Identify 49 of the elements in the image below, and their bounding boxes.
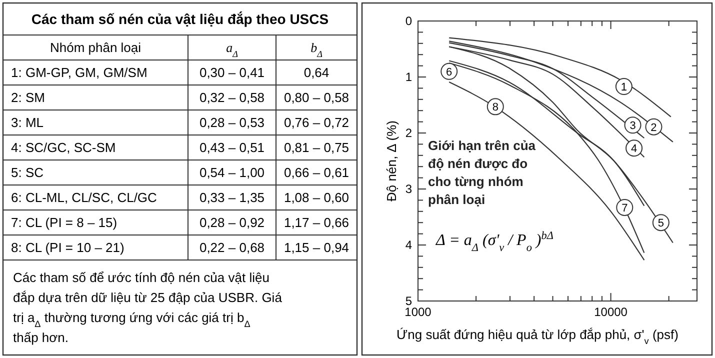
- annotation: 8: [492, 102, 498, 114]
- text: 0,33 – 1,35: [199, 190, 265, 205]
- text: 6: CL-ML, CL/SC, CL/GC: [11, 190, 157, 205]
- text: 7: CL (PI = 8 – 15): [11, 215, 118, 230]
- annotation: 5: [658, 218, 664, 230]
- text: a$_{Δ}$: [226, 40, 238, 59]
- text: 5: SC: [11, 165, 44, 180]
- annotation: 7: [622, 202, 628, 214]
- text: 8: CL (PI = 10 – 21): [11, 240, 124, 255]
- y-tick-label: 4: [405, 238, 412, 252]
- annotation: 2: [650, 122, 657, 134]
- text: 0,80 – 0,58: [284, 90, 350, 105]
- text: 0,64: [304, 65, 330, 80]
- x-tick-label: 10000: [594, 305, 628, 319]
- text: 0,28 – 0,53: [199, 115, 265, 130]
- x-tick-label: 1000: [404, 305, 432, 319]
- text: 1,17 – 0,66: [284, 215, 350, 230]
- y-axis-title: Độ nén, Δ (%): [384, 120, 399, 202]
- text: 3: ML: [11, 115, 44, 130]
- annotation: 1: [620, 82, 627, 94]
- annotation: 3: [630, 120, 636, 132]
- x-axis-title: Ứng suất đứng hiệu quả từ lớp đắp phủ, σ'$_{v}$ (psf): [396, 327, 678, 346]
- text: 0,22 – 0,68: [199, 240, 265, 255]
- annotation: Δ = a$_{Δ}$ (σ'$_{v}$ / P$_{o}$)$^{bΔ}$: [435, 230, 554, 254]
- text: Các tham số để ước tính độ nén của vật liệu đắp dựa trên dữ liệu từ 25 đập của USBR. Giá trị a$_{Δ}$ thường tương ứng với các giá trị b$_{Δ}$ thấp hơn.: [13, 270, 282, 345]
- text: 0,76 – 0,72: [284, 115, 350, 130]
- text: Các tham số nén của vật liệu đắp theo USCS: [31, 11, 329, 27]
- text: 0,54 – 1,00: [199, 165, 265, 180]
- text: 1,08 – 0,60: [284, 190, 350, 205]
- text: 1,15 – 0,94: [284, 240, 350, 255]
- annotation: 4: [630, 143, 638, 156]
- text: 0,66 – 0,61: [284, 165, 350, 180]
- y-tick-label: 5: [405, 294, 412, 308]
- y-tick-label: 1: [405, 70, 412, 84]
- y-tick-label: 3: [405, 182, 412, 196]
- text: b$_{Δ}$: [310, 40, 322, 59]
- text: 2: SM: [11, 90, 45, 105]
- text: 4: SC/GC, SC-SM: [11, 140, 116, 155]
- text: 1: GM-GP, GM, GM/SM: [11, 65, 148, 80]
- text: 0,30 – 0,41: [199, 65, 265, 80]
- y-tick-label: 0: [405, 14, 412, 28]
- text: 0,43 – 0,51: [199, 140, 265, 155]
- text: 0,81 – 0,75: [284, 140, 350, 155]
- text: Nhóm phân loại: [50, 40, 142, 55]
- annotation: Giới hạn trên của độ nén được đo cho từng nhóm phân loại: [428, 138, 536, 207]
- annotation: 6: [446, 66, 452, 78]
- text: 0,32 – 0,58: [199, 90, 265, 105]
- y-tick-label: 2: [405, 126, 412, 140]
- text: 0,28 – 0,92: [199, 215, 265, 230]
